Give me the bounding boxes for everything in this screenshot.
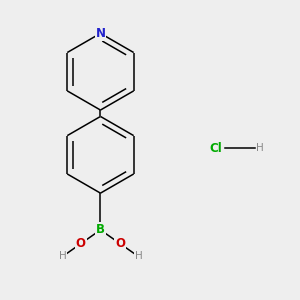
Text: H: H: [134, 251, 142, 262]
Text: H: H: [256, 143, 264, 153]
Text: N: N: [95, 27, 106, 40]
Text: H: H: [58, 251, 66, 262]
Text: B: B: [96, 224, 105, 236]
Text: O: O: [115, 237, 125, 250]
Text: Cl: Cl: [209, 142, 222, 155]
Text: O: O: [76, 237, 86, 250]
